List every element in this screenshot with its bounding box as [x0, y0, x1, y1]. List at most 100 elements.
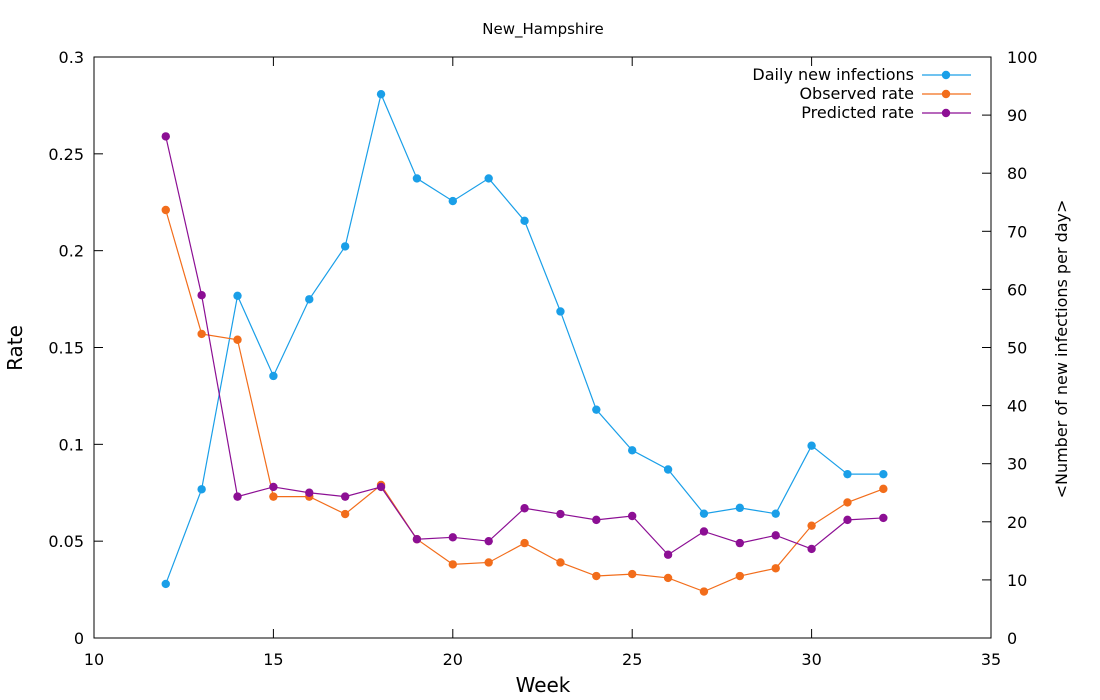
y2-tick-label: 20 [1007, 513, 1027, 532]
daily-new-infections-data-point [161, 579, 170, 589]
predicted-rate-data-point [879, 513, 888, 523]
predicted-rate-data-point [197, 291, 206, 300]
y2-tick-label: 100 [1007, 48, 1038, 67]
predicted-rate-data-point [592, 515, 601, 525]
y2-tick-label: 40 [1007, 397, 1027, 416]
predicted-rate-data-point [269, 482, 278, 492]
y2-tick-label: 80 [1007, 164, 1027, 183]
daily-new-infections-data-point [628, 446, 637, 455]
x-tick-label: 20 [443, 650, 463, 669]
observed-rate-data-point [161, 205, 170, 215]
predicted-rate-data-point [233, 492, 242, 501]
observed-rate-data-point [735, 571, 745, 581]
x-tick-labels: 10 15 20 25 30 35 [84, 650, 1001, 669]
predicted-rate-data-point [484, 536, 493, 546]
predicted-rate-data-point [376, 482, 386, 492]
y-tick-label: 0.2 [59, 242, 84, 261]
daily-new-infections-data-point [305, 295, 314, 304]
observed-rate-data-point [197, 329, 206, 339]
daily-new-infections-data-point [412, 174, 422, 183]
daily-new-infections-data-point [735, 503, 745, 513]
observed-rate-data-point [807, 521, 816, 530]
y-tick-label: 0.1 [59, 435, 84, 454]
y2-axis-title: <Number of new infections per day> [1052, 200, 1071, 499]
y2-tick-labels: 0 10 20 30 40 50 60 70 80 90 100 [1007, 48, 1038, 648]
y-tick-label: 0.15 [48, 339, 84, 358]
observed-rate-data-point [663, 573, 673, 583]
daily-new-infections-data-point [843, 469, 852, 479]
legend-swatch-marker [941, 70, 951, 80]
chart-title: New_Hampshire [482, 20, 603, 39]
predicted-rate-series-line [165, 136, 884, 556]
legend-label-observed-rate: Observed rate [799, 84, 914, 103]
predicted-rate-data-point [161, 132, 170, 141]
predicted-rate-data-point [340, 492, 350, 501]
y-tick-labels: 0 0.05 0.1 0.15 0.2 0.25 0.3 [48, 48, 84, 648]
observed-rate-data-point [484, 558, 493, 567]
observed-rate-data-point [340, 509, 350, 519]
predicted-rate-data-point [556, 509, 565, 519]
daily-new-infections-data-point [807, 441, 816, 450]
predicted-rate-data-point [628, 511, 637, 521]
legend-label-daily-new-infections: Daily new infections [752, 65, 914, 84]
predicted-rate-data-point [735, 538, 745, 548]
observed-rate-data-point [771, 564, 780, 573]
y2-tick-label: 90 [1007, 106, 1027, 125]
observed-rate-data-point [520, 538, 529, 548]
daily-new-infections-data-point [448, 196, 457, 206]
predicted-rate-data-point [807, 544, 816, 554]
predicted-rate-data-point [448, 533, 457, 542]
y-tick-label: 0.05 [48, 532, 84, 551]
y2-tick-label: 70 [1007, 222, 1027, 241]
plot-frame [93, 56, 992, 639]
predicted-rate-data-point [663, 550, 673, 559]
y-tick-label: 0.3 [59, 48, 84, 67]
y2-tick-label: 30 [1007, 455, 1027, 474]
predicted-rate-data-point [305, 488, 314, 497]
predicted-rate-data-point [843, 515, 852, 525]
daily-new-infections-data-point [376, 89, 386, 99]
predicted-rate-data-point [771, 531, 780, 540]
x-tick-label: 35 [981, 650, 1001, 669]
observed-rate-data-point [233, 335, 242, 344]
observed-rate-data-point [269, 492, 278, 501]
y2-tick-label: 10 [1007, 571, 1027, 590]
observed-rate-data-point [448, 560, 457, 569]
observed-rate-data-point [699, 587, 709, 596]
axis-ticks [93, 56, 992, 639]
x-axis-title: Week [516, 673, 571, 697]
observed-rate-data-point [879, 484, 888, 494]
daily-new-infections-data-point [484, 174, 493, 183]
y-axis-title: Rate [3, 325, 27, 371]
legend-swatch-marker [941, 108, 951, 118]
x-tick-label: 10 [84, 650, 104, 669]
daily-new-infections-data-point [520, 216, 529, 226]
x-tick-label: 15 [263, 650, 283, 669]
daily-new-infections-data-point [771, 509, 780, 518]
daily-new-infections-data-point [879, 469, 888, 479]
series-layer [161, 89, 888, 596]
observed-rate-data-point [843, 498, 852, 507]
daily-new-infections-data-point [699, 509, 709, 518]
y2-tick-label: 0 [1007, 629, 1017, 648]
daily-new-infections-data-point [556, 307, 565, 316]
observed-rate-data-point [628, 569, 637, 579]
predicted-rate-data-point [699, 527, 709, 536]
predicted-rate-data-point [520, 504, 529, 513]
y-tick-label: 0 [74, 629, 84, 648]
observed-rate-data-point [592, 571, 601, 581]
legend-swatch-marker [941, 89, 951, 99]
daily-new-infections-data-point [197, 485, 206, 494]
y2-tick-label: 50 [1007, 339, 1027, 358]
legend-label-predicted-rate: Predicted rate [801, 103, 914, 122]
daily-new-infections-data-point [269, 371, 278, 381]
daily-new-infections-data-point [233, 291, 242, 300]
daily-new-infections-data-point [592, 405, 601, 414]
x-tick-label: 25 [622, 650, 642, 669]
y-tick-label: 0.25 [48, 145, 84, 164]
x-tick-label: 30 [801, 650, 821, 669]
daily-new-infections-data-point [340, 242, 350, 251]
daily-new-infections-data-point [663, 465, 673, 474]
